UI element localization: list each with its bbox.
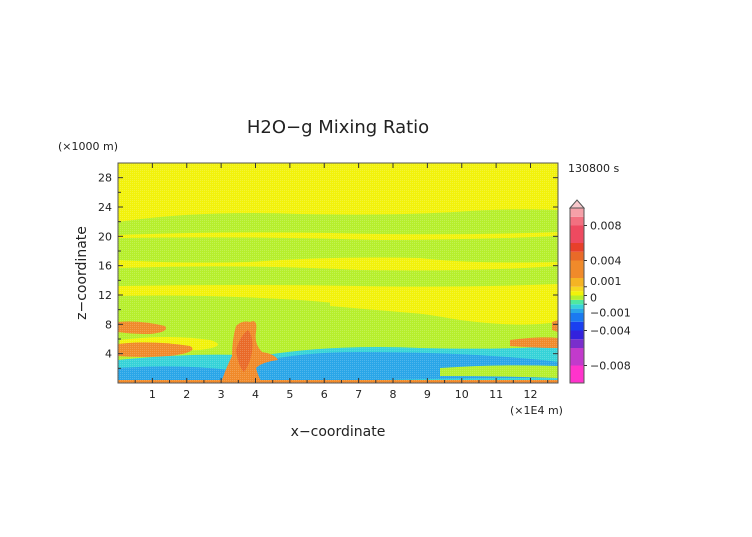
colorbar-tick-label: −0.008 <box>590 360 631 373</box>
y-tick-label: 4 <box>105 348 112 361</box>
colorbar-tick-label: 0.001 <box>590 275 622 288</box>
colorbar-segment <box>570 321 584 331</box>
colorbar-segment <box>570 216 584 226</box>
x-tick-label: 10 <box>455 388 469 401</box>
y-tick-label: 16 <box>98 260 112 273</box>
y-tick-label: 8 <box>105 318 112 331</box>
y-tick-label: 28 <box>98 172 112 185</box>
x-tick-label: 2 <box>183 388 190 401</box>
x-axis-label: x−coordinate <box>291 424 386 440</box>
x-tick-label: 1 <box>149 388 156 401</box>
x-tick-label: 9 <box>424 388 431 401</box>
colorbar-segment <box>570 339 584 348</box>
colorbar-overflow-triangle <box>568 199 586 209</box>
field-texture <box>118 163 558 383</box>
colorbar-axis: 0.008 0.004 0.001 0−0.001 −0.004 −0.008 <box>584 220 631 373</box>
colorbar-segment <box>570 225 584 243</box>
chart-title: H2O−g Mixing Ratio <box>247 117 429 138</box>
colorbar-segment <box>570 208 584 217</box>
colorbar-segment <box>570 291 584 296</box>
colorbar-tick-label: −0.001 <box>590 306 631 319</box>
colorbar-segment <box>570 278 584 287</box>
colorbar-segment <box>570 295 584 300</box>
colorbar-tick-label: 0 <box>590 292 597 305</box>
x-tick-label: 6 <box>321 388 328 401</box>
x-unit-label: (×1E4 m) <box>510 404 563 417</box>
colorbar-segment <box>570 304 584 309</box>
x-tick-label: 8 <box>390 388 397 401</box>
x-tick-label: 7 <box>355 388 362 401</box>
colorbar <box>568 199 586 384</box>
y-unit-label: (×1000 m) <box>58 140 118 153</box>
plot-field <box>118 163 558 383</box>
x-tick-label: 12 <box>524 388 538 401</box>
y-axis-label: z−coordinate <box>74 226 90 320</box>
colorbar-tick-label: −0.004 <box>590 325 631 338</box>
colorbar-segment <box>570 251 584 261</box>
colorbar-segment <box>570 365 584 383</box>
y-tick-label: 12 <box>98 289 112 302</box>
colorbar-segment <box>570 313 584 322</box>
x-tick-label: 5 <box>286 388 293 401</box>
colorbar-segment <box>570 348 584 366</box>
x-tick-label: 11 <box>489 388 503 401</box>
colorbar-segment <box>570 299 584 305</box>
colorbar-segment <box>570 330 584 340</box>
colorbar-tick-label: 0.008 <box>590 220 622 233</box>
y-tick-label: 24 <box>98 201 112 214</box>
colorbar-segment <box>570 308 584 313</box>
colorbar-segment <box>570 260 584 278</box>
y-axis: 4 8 12 16 20 24 28 <box>98 172 558 369</box>
colorbar-tick-label: 0.004 <box>590 255 622 268</box>
x-tick-label: 4 <box>252 388 259 401</box>
x-axis: 1 2 3 4 5 6 7 8 9 10 11 12 <box>134 163 549 401</box>
y-tick-label: 20 <box>98 230 112 243</box>
plot-frame <box>117 162 559 384</box>
x-tick-label: 3 <box>218 388 225 401</box>
time-label: 130800 s <box>568 162 619 175</box>
colorbar-segment <box>570 243 584 252</box>
colorbar-segment <box>570 286 584 292</box>
